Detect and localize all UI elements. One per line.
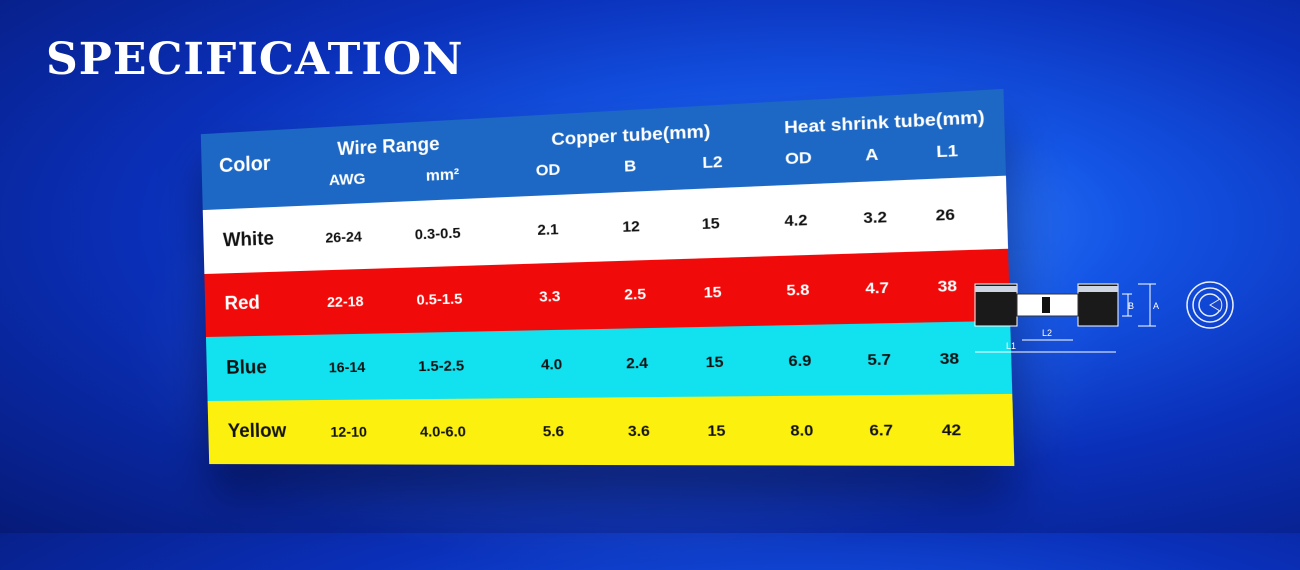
page-title: SPECIFICATION	[46, 34, 463, 85]
cell-copper-l2: 15	[707, 422, 725, 440]
cell-copper-b: 2.5	[624, 285, 646, 303]
header-copper-od: OD	[536, 161, 561, 180]
header-heat-od: OD	[785, 149, 812, 169]
cell-heat-a: 5.7	[867, 350, 891, 368]
cell-heat-a: 3.2	[863, 207, 887, 226]
cell-color-name: Yellow	[228, 421, 287, 443]
diagram-label-a: A	[1153, 301, 1159, 311]
cell-heat-l1: 42	[942, 421, 962, 439]
butt-connector-drawing: B A L2 L1	[975, 284, 1159, 352]
cell-mm2: 0.5-1.5	[416, 290, 462, 308]
cell-heat-l1: 26	[935, 205, 955, 224]
cell-mm2: 1.5-2.5	[418, 357, 464, 374]
cell-copper-b: 12	[622, 217, 640, 235]
header-copper-b: B	[624, 157, 637, 176]
diagram-label-b: B	[1128, 301, 1134, 311]
header-awg: AWG	[329, 170, 366, 189]
cell-color-name: White	[223, 228, 275, 252]
terminal-dimension-diagram: B A L2 L1	[970, 272, 1250, 362]
cell-mm2: 4.0-6.0	[420, 423, 466, 440]
cell-copper-b: 3.6	[628, 422, 650, 439]
cell-copper-l2: 15	[705, 352, 723, 370]
cell-awg: 26-24	[325, 228, 362, 246]
cell-mm2: 0.3-0.5	[415, 224, 461, 242]
cell-heat-l1: 38	[939, 349, 959, 367]
diagram-label-l2: L2	[1042, 328, 1052, 338]
cell-color-name: Red	[224, 293, 260, 316]
cell-color-name: Blue	[226, 357, 267, 380]
cell-heat-l1: 38	[937, 277, 957, 296]
cell-awg: 16-14	[329, 358, 366, 375]
cell-heat-od: 8.0	[790, 421, 814, 439]
cell-copper-b: 2.4	[626, 354, 648, 372]
cell-awg: 22-18	[327, 293, 364, 310]
cell-copper-od: 2.1	[537, 220, 559, 238]
end-view-circle-icon	[1187, 282, 1233, 328]
header-color: Color	[219, 153, 271, 179]
header-copper-tube: Copper tube(mm)	[551, 121, 711, 151]
cell-awg: 12-10	[330, 424, 367, 441]
cell-copper-od: 3.3	[539, 288, 561, 306]
cell-heat-od: 4.2	[784, 210, 808, 229]
header-mm2: mm²	[426, 166, 460, 185]
cell-copper-od: 5.6	[543, 423, 565, 440]
cell-heat-od: 5.8	[786, 281, 810, 299]
header-heat-shrink: Heat shrink tube(mm)	[784, 108, 985, 139]
header-wire-range: Wire Range	[337, 133, 440, 160]
header-copper-l2: L2	[702, 153, 723, 172]
cell-heat-a: 4.7	[865, 279, 889, 298]
cell-copper-l2: 15	[702, 214, 720, 232]
cell-heat-a: 6.7	[869, 421, 893, 439]
cell-heat-od: 6.9	[788, 351, 812, 369]
table-row-yellow: Yellow 12-10 4.0-6.0 5.6 3.6 15 8.0 6.7 42	[208, 393, 1015, 466]
header-heat-l1: L1	[936, 141, 958, 161]
diagram-label-l1: L1	[1006, 341, 1016, 351]
spec-table: Color Wire Range AWG mm² Copper tube(mm)…	[201, 89, 1015, 466]
header-heat-a: A	[865, 145, 879, 165]
cell-copper-l2: 15	[703, 283, 721, 301]
cell-copper-od: 4.0	[541, 355, 563, 372]
table-body: White 26-24 0.3-0.5 2.1 12 15 4.2 3.2 26 Red 22-18…	[203, 176, 1015, 466]
